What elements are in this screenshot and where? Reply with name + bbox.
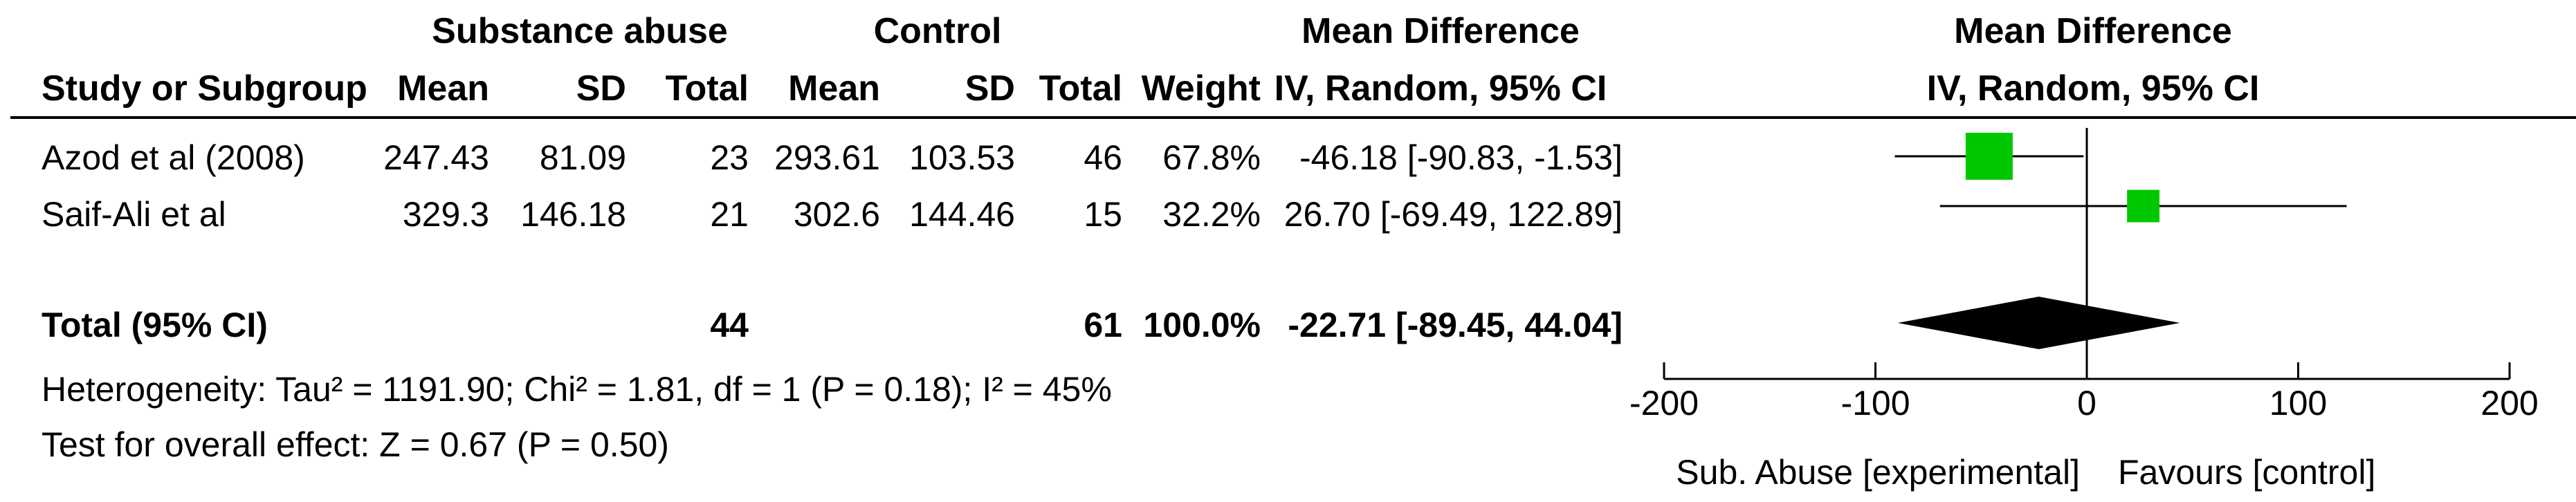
forest-plot-area: -200 -100 0 100 200 Sub. Abuse [experimental]… — [1629, 128, 2539, 492]
study-square — [1965, 133, 2013, 180]
study-n2: 15 — [1084, 195, 1122, 234]
x-tick-label: -100 — [1840, 384, 1910, 422]
study-sd1: 81.09 — [540, 138, 626, 177]
study-mean1: 329.3 — [403, 195, 489, 234]
mean1-column-header: Mean — [397, 68, 489, 109]
study-weight: 32.2% — [1162, 195, 1261, 234]
sd2-column-header: SD — [965, 68, 1015, 109]
total1-column-header: Total — [666, 68, 749, 109]
study-mean2: 293.61 — [774, 138, 880, 177]
study-sd1: 146.18 — [520, 195, 626, 234]
group1-header: Substance abuse — [432, 11, 728, 51]
total-label: Total (95% CI) — [42, 306, 268, 344]
plot-method-header: IV, Random, 95% CI — [1927, 68, 2260, 109]
study-weight: 67.8% — [1162, 138, 1261, 177]
x-tick-label: 200 — [2481, 384, 2538, 422]
x-tick-label: -200 — [1629, 384, 1699, 422]
favours-left-label: Sub. Abuse [experimental] — [1676, 453, 2080, 492]
weight-column-header: Weight — [1142, 68, 1261, 109]
favours-right-label: Favours [control] — [2118, 453, 2375, 492]
effect-title: Mean Difference — [1301, 11, 1580, 51]
method-column-header: IV, Random, 95% CI — [1275, 68, 1607, 109]
study-square — [2127, 189, 2159, 223]
study-ci-text: 26.70 [-69.49, 122.89] — [1284, 195, 1623, 234]
study-n1: 21 — [710, 195, 749, 234]
study-sd2: 103.53 — [909, 138, 1015, 177]
pooled-diamond — [1897, 297, 2180, 349]
total-n2: 61 — [1084, 306, 1122, 344]
x-tick-label: 0 — [2077, 384, 2097, 422]
study-name: Saif-Ali et al — [42, 195, 226, 234]
total-ci-text: -22.71 [-89.45, 44.04] — [1288, 306, 1623, 344]
total-weight: 100.0% — [1143, 306, 1261, 344]
study-mean1: 247.43 — [383, 138, 489, 177]
study-ci-text: -46.18 [-90.83, -1.53] — [1299, 138, 1623, 177]
mean2-column-header: Mean — [788, 68, 880, 109]
plot-title: Mean Difference — [1954, 11, 2232, 51]
study-column-header: Study or Subgroup — [42, 68, 367, 109]
overall-effect-text: Test for overall effect: Z = 0.67 (P = 0… — [42, 425, 669, 464]
study-mean2: 302.6 — [794, 195, 880, 234]
group2-header: Control — [874, 11, 1002, 51]
sd1-column-header: SD — [576, 68, 626, 109]
study-sd2: 144.46 — [909, 195, 1015, 234]
total-n1: 44 — [710, 306, 749, 344]
x-tick-label: 100 — [2269, 384, 2327, 422]
heterogeneity-text: Heterogeneity: Tau² = 1191.90; Chi² = 1.… — [42, 370, 1112, 409]
total2-column-header: Total — [1039, 68, 1122, 109]
study-n1: 23 — [710, 138, 749, 177]
study-name: Azod et al (2008) — [42, 138, 305, 177]
study-n2: 46 — [1084, 138, 1122, 177]
